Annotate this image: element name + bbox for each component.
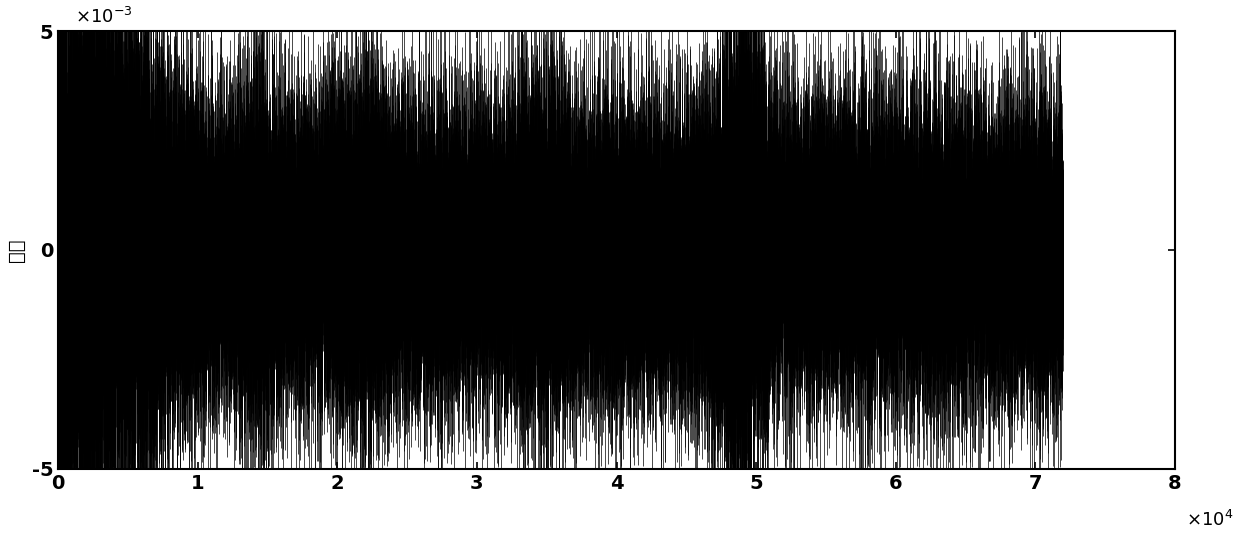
Text: $\times10^{4}$: $\times10^{4}$ — [1186, 510, 1234, 530]
Text: $\times10^{-3}$: $\times10^{-3}$ — [74, 6, 133, 27]
Y-axis label: 幅値: 幅値 — [7, 238, 26, 262]
